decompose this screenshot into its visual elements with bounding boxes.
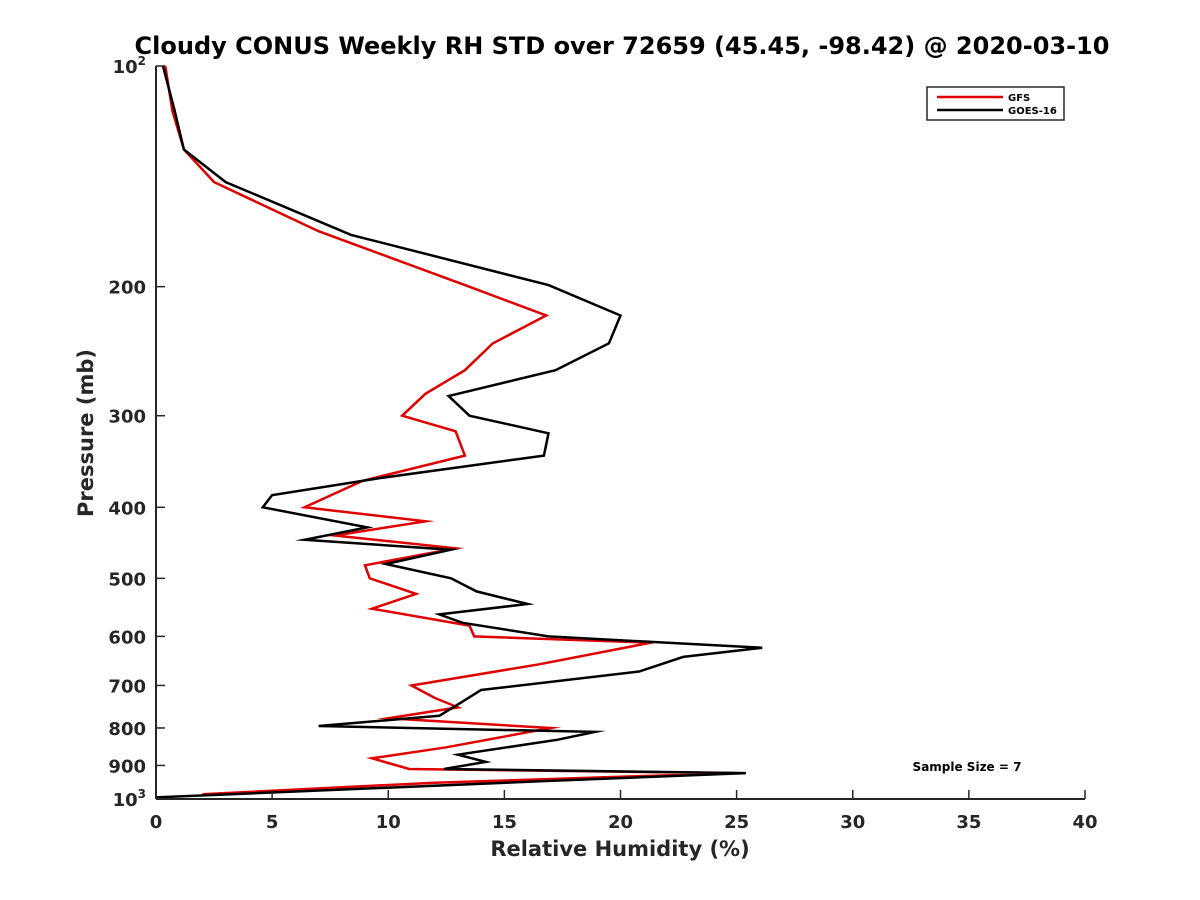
legend-label-1: GOES-16 (1008, 106, 1057, 117)
y-tick-label-2: 300 (108, 407, 146, 428)
legend-label-0: GFS (1008, 93, 1030, 104)
series-layer (155, 65, 763, 799)
x-tick-label-0: 0 (150, 812, 163, 833)
y-tick-label-0: 102 (113, 54, 146, 78)
x-tick-label-6: 30 (840, 812, 865, 833)
y-tick-label-6: 700 (108, 676, 146, 697)
x-axis-label: Relative Humidity (%) (490, 837, 749, 861)
x-tick-label-1: 5 (266, 812, 279, 833)
legend-box (926, 86, 1065, 121)
y-tick-label-9: 103 (113, 787, 146, 811)
series-line-gfs (164, 65, 737, 796)
sample-size-annotation: Sample Size = 7 (913, 760, 1022, 774)
y-axis-label: Pressure (mb) (74, 349, 98, 517)
series-line-goes-16 (155, 65, 763, 799)
y-tick-label-8: 900 (108, 756, 146, 777)
x-tick-label-5: 25 (724, 812, 749, 833)
axes-layer: 0 5 10 15 20 25 30 35 40 102 200 300 400 500 600 700 800… (108, 54, 1097, 833)
x-tick-label-8: 40 (1072, 812, 1097, 833)
y-tick-label-5: 600 (108, 627, 146, 648)
y-tick-label-4: 500 (108, 569, 146, 590)
x-tick-label-4: 20 (608, 812, 633, 833)
x-tick-label-7: 35 (956, 812, 981, 833)
y-tick-label-1: 200 (108, 278, 146, 299)
legend: GFS GOES-16 (926, 86, 1065, 121)
x-tick-label-2: 10 (376, 812, 401, 833)
chart-title: Cloudy CONUS Weekly RH STD over 72659 (4… (135, 32, 1110, 60)
y-tick-label-7: 800 (108, 719, 146, 740)
x-tick-label-3: 15 (492, 812, 517, 833)
y-tick-label-3: 400 (108, 498, 146, 519)
